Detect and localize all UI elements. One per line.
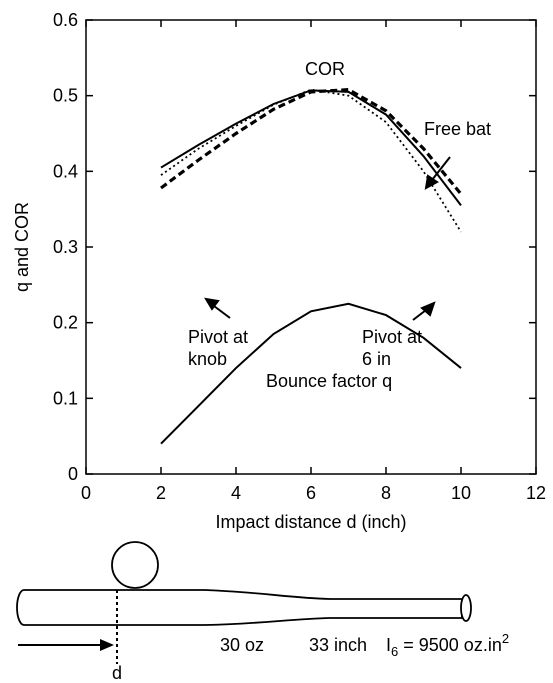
length-label: 33 inch [309, 635, 367, 655]
annotation: COR [305, 59, 345, 79]
inertia-text: = 9500 oz.in [398, 635, 502, 655]
series-line [160, 302, 462, 445]
arrows [204, 156, 451, 321]
inertia-subscript: 6 [391, 644, 398, 659]
series-line [160, 87, 463, 196]
x-tick-label: 12 [526, 483, 546, 503]
series-label: Bounce factor q [266, 371, 393, 391]
series-label: Free bat [424, 119, 492, 139]
x-tick-label: 6 [306, 483, 316, 503]
x-tick-label: 2 [156, 483, 166, 503]
y-tick-label: 0 [68, 464, 78, 484]
series-label: Pivot at 6 in [362, 327, 423, 369]
y-tick-label: 0.6 [53, 10, 78, 30]
y-tick-label: 0.1 [53, 388, 78, 408]
x-tick-label: 10 [451, 483, 471, 503]
y-tick-label: 0.4 [53, 161, 78, 181]
mass-label: 30 oz [220, 635, 264, 655]
ball [111, 541, 159, 589]
x-tick-label: 8 [381, 483, 391, 503]
x-axis-title: Impact distance d (inch) [215, 512, 406, 532]
series-line [160, 89, 462, 206]
arrow-head [100, 639, 114, 651]
distance-label: d [112, 663, 122, 683]
plot-frame [85, 19, 537, 475]
inertia-superscript: 2 [502, 631, 509, 646]
inertia-symbol: I [386, 635, 391, 655]
bat-diagram: d 30 oz 33 inch I6 = 9500 oz.in2 [16, 541, 509, 683]
bat [16, 589, 463, 626]
y-tick-label: 0.2 [53, 313, 78, 333]
series-line [160, 88, 462, 233]
x-tick-label: 4 [231, 483, 241, 503]
knob [460, 594, 472, 622]
inertia-label: I6 = 9500 oz.in2 [386, 631, 509, 659]
y-axis-title: q and COR [12, 202, 32, 292]
x-tick-label: 0 [81, 483, 91, 503]
series-label: Pivot at knob [188, 327, 249, 369]
y-tick-label: 0.5 [53, 86, 78, 106]
y-tick-label: 0.3 [53, 237, 78, 257]
